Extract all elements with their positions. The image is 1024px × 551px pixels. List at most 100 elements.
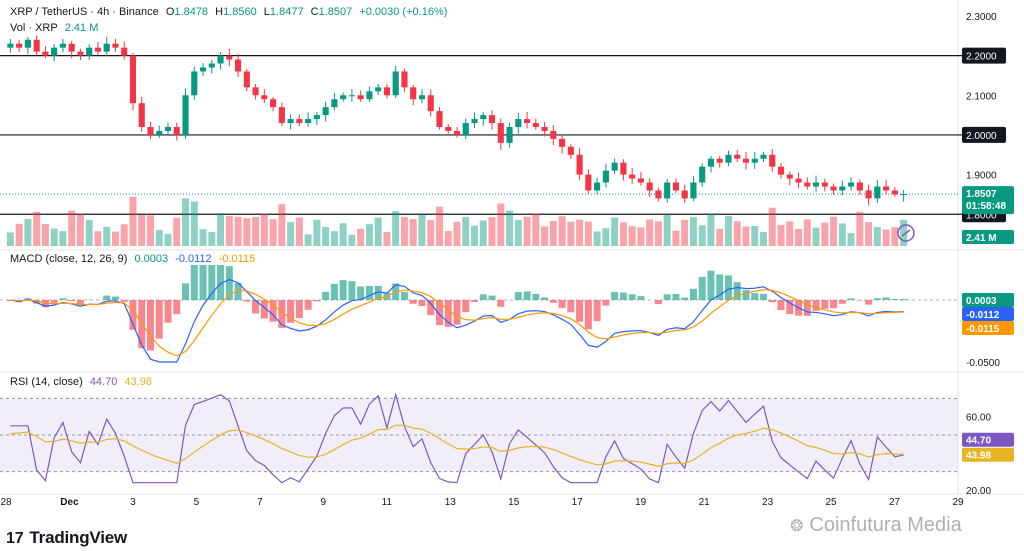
- volume-bar: [462, 217, 470, 246]
- volume-bar: [6, 232, 14, 246]
- candle-body: [51, 47, 58, 56]
- volume-bar: [190, 201, 198, 246]
- macd-histogram-bar: [742, 290, 750, 300]
- rsi-ma-value: 43.98: [124, 376, 152, 388]
- macd-histogram-bar: [462, 300, 470, 313]
- volume-bar: [856, 211, 864, 246]
- time-tick-label: 17: [572, 497, 584, 508]
- macd-histogram-bar: [733, 282, 741, 300]
- candle-body: [672, 182, 679, 191]
- tradingview-brand[interactable]: 17 TradingView: [6, 528, 127, 548]
- macd-label[interactable]: MACD (close, 12, 26, 9): [10, 253, 128, 265]
- last-price-tag-text: 1.8507: [966, 189, 997, 200]
- rsi-ma-tag: [962, 447, 1014, 462]
- volume-bar: [549, 220, 557, 246]
- macd-histogram-bar: [523, 291, 531, 300]
- open-value: 1.8478: [174, 6, 209, 18]
- macd-histogram-bar: [707, 270, 715, 300]
- volume-bar: [514, 220, 522, 246]
- volume-label[interactable]: Vol · XRP: [10, 22, 58, 34]
- volume-bar: [453, 221, 461, 246]
- volume-bar: [357, 228, 365, 246]
- volume-bar: [41, 224, 49, 246]
- time-tick-label: 15: [508, 497, 520, 508]
- candle-body: [812, 182, 820, 187]
- volume-bar: [68, 210, 76, 246]
- candle-body: [410, 87, 417, 100]
- volume-bar: [628, 226, 636, 246]
- macd-histogram-bar: [724, 275, 732, 300]
- volume-bar: [24, 219, 32, 246]
- macd-histogram-bar: [786, 300, 794, 315]
- candle-body: [891, 190, 898, 195]
- volume-bar: [208, 232, 216, 246]
- price-tick-label: 1.9000: [966, 171, 997, 182]
- low-label: L: [263, 6, 270, 18]
- macd-histogram-bar: [418, 300, 426, 307]
- candle-body: [681, 190, 688, 199]
- volume-bar: [707, 213, 715, 246]
- macd-histogram-bar: [900, 298, 908, 300]
- price-tick-label: 2.2000: [966, 52, 997, 63]
- volume-bar: [698, 225, 706, 246]
- candle-body: [68, 43, 75, 52]
- volume-bar: [217, 213, 225, 246]
- price-candles: [7, 35, 907, 206]
- tradingview-logo-icon: 17: [6, 530, 24, 547]
- candle-body: [366, 91, 373, 100]
- time-tick-label: 29: [952, 497, 964, 508]
- macd-histogram-bar: [882, 297, 890, 300]
- macd-histogram-bar: [830, 300, 838, 309]
- rsi-band: [0, 398, 958, 472]
- volume-bar: [821, 222, 829, 246]
- volume-bar: [663, 214, 671, 246]
- volume-tag: [962, 230, 1014, 244]
- candle-body: [331, 99, 338, 108]
- volume-bar: [873, 227, 881, 246]
- volume-bar: [330, 231, 338, 246]
- candle-body: [445, 127, 452, 131]
- candle-body: [296, 119, 303, 124]
- volume-bar: [882, 229, 890, 246]
- macd-signal-value: -0.0115: [218, 253, 256, 265]
- volume-bar: [812, 227, 820, 246]
- volume-bar: [243, 218, 251, 246]
- candle-body: [716, 158, 723, 163]
- volume-bar: [339, 223, 347, 246]
- rsi-tick-label: 20.00: [966, 486, 991, 497]
- macd-histogram-bar: [751, 293, 759, 300]
- macd-histogram-bar: [611, 292, 619, 300]
- macd-histogram-bar: [803, 300, 811, 316]
- volume-bar: [120, 224, 128, 246]
- macd-histogram-bar: [400, 291, 408, 300]
- time-tick-label: 28: [0, 497, 12, 508]
- volume-bar: [15, 223, 23, 246]
- macd-histogram-bar: [471, 300, 479, 302]
- time-tick-label: 27: [889, 497, 901, 508]
- macd-histogram-bar: [322, 291, 330, 300]
- rsi-label[interactable]: RSI (14, close): [10, 376, 83, 388]
- macd-histogram-bar: [777, 300, 785, 311]
- chart-grid: [0, 0, 1024, 495]
- volume-bar: [786, 221, 794, 246]
- macd-histogram-bar: [812, 300, 820, 311]
- volume-bar: [50, 228, 58, 246]
- macd-line: [10, 278, 904, 363]
- macd-histogram-bar: [409, 300, 417, 304]
- volume-bar: [138, 214, 146, 246]
- macd-histogram-bar: [278, 300, 286, 328]
- symbol-label[interactable]: XRP / TetherUS · 4h · Binance: [10, 6, 159, 18]
- candle-body: [523, 119, 531, 124]
- brand-name: TradingView: [29, 528, 128, 547]
- macd-histogram-bar: [873, 298, 881, 300]
- macd-histogram-bar: [821, 300, 829, 309]
- candle-body: [59, 43, 66, 48]
- candle-body: [453, 130, 461, 135]
- candle-body: [620, 162, 627, 175]
- volume-bar: [182, 198, 190, 246]
- volume-bar: [742, 226, 750, 246]
- volume-bar: [322, 226, 330, 246]
- candle-body: [497, 123, 504, 143]
- candle-body: [270, 99, 277, 108]
